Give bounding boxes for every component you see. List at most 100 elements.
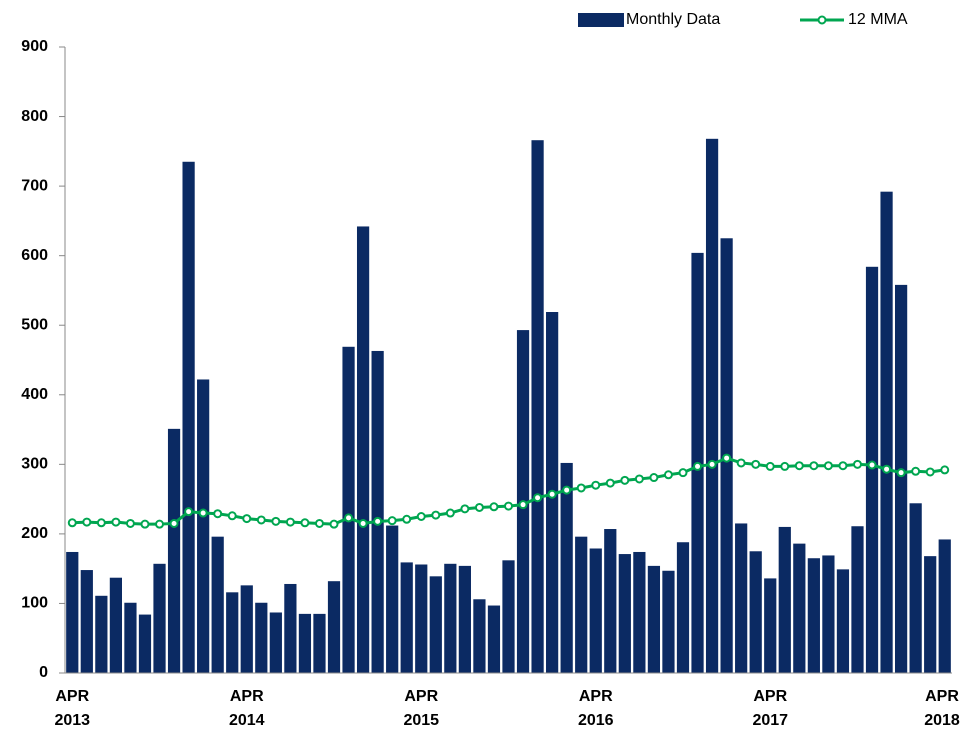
bar (444, 563, 457, 673)
line-marker (329, 519, 339, 529)
bar (342, 346, 355, 673)
bar (836, 569, 850, 673)
line-marker (489, 502, 499, 512)
line-marker (722, 453, 732, 463)
x-tick-label: APR 2018 (924, 688, 960, 729)
line-marker (882, 464, 892, 474)
y-tick-label: 800 (21, 108, 48, 125)
y-tick-label: 500 (21, 316, 48, 333)
bar (487, 605, 501, 673)
y-tick-label: 200 (21, 525, 48, 542)
line-marker (504, 501, 513, 511)
bar (851, 526, 864, 673)
line-marker (780, 461, 790, 471)
y-tick-label: 0 (39, 664, 48, 681)
x-tick-label: APR 2014 (228, 688, 265, 729)
line-marker (576, 483, 586, 493)
bar (647, 565, 661, 673)
bar (429, 576, 442, 673)
line-marker (823, 461, 833, 471)
line-marker (67, 518, 77, 528)
line-marker (169, 518, 179, 528)
bar (269, 612, 282, 673)
line-marker (125, 518, 135, 528)
line-marker (911, 466, 921, 476)
bar (894, 284, 908, 673)
line-marker (765, 461, 775, 471)
bar (822, 555, 835, 673)
line-marker (431, 510, 441, 520)
bar (138, 614, 152, 673)
legend-label: 12 MMA (848, 11, 908, 28)
y-tick-label: 600 (21, 247, 48, 264)
bar (764, 578, 777, 673)
line-marker (940, 465, 950, 475)
line-marker (358, 518, 368, 528)
line-marker (605, 478, 615, 488)
bar (458, 565, 471, 673)
x-tick-label: APR 2015 (403, 688, 440, 729)
line-marker (678, 468, 688, 478)
line-marker (838, 461, 848, 471)
bar (778, 526, 791, 673)
y-tick-label: 400 (21, 386, 48, 403)
bar (400, 562, 413, 673)
line-marker (285, 517, 295, 527)
line-marker (82, 517, 92, 527)
line-marker (794, 461, 804, 471)
line-marker (562, 485, 572, 495)
line-marker (184, 507, 194, 517)
bar (226, 592, 239, 673)
line-marker (256, 515, 266, 525)
bar (80, 570, 93, 673)
bar (633, 551, 646, 673)
line-marker (518, 500, 528, 510)
bar (327, 581, 341, 673)
line-marker (140, 519, 150, 529)
bar (240, 585, 253, 673)
line-marker (300, 518, 310, 528)
line-marker (213, 509, 223, 519)
line-marker (867, 460, 877, 470)
line-marker (852, 459, 862, 469)
line-marker (387, 516, 397, 526)
line-marker (227, 511, 237, 521)
legend-marker (817, 15, 827, 25)
line-marker (416, 512, 426, 521)
line-marker (896, 468, 906, 478)
bar (676, 542, 690, 673)
y-tick-label: 100 (21, 595, 48, 612)
bar (255, 602, 268, 673)
line-marker (271, 516, 281, 526)
bar (618, 554, 631, 673)
line-marker (547, 489, 557, 499)
x-tick-label: APR 2017 (752, 688, 789, 729)
bar (182, 161, 195, 673)
bar (531, 140, 544, 673)
x-tick-label: APR 2013 (54, 688, 91, 729)
line-marker (707, 459, 717, 469)
line-marker (533, 493, 543, 503)
line-marker (155, 519, 165, 529)
bar (560, 462, 573, 673)
bar (749, 551, 762, 673)
line-marker (649, 473, 659, 483)
bar (735, 523, 748, 673)
y-tick-label: 300 (21, 456, 48, 473)
bar (793, 543, 806, 673)
bar (924, 556, 937, 673)
bar (153, 563, 166, 673)
y-tick-label: 900 (21, 38, 48, 55)
legend-swatch (578, 13, 624, 27)
bar (197, 379, 210, 673)
bar (211, 536, 224, 673)
bar (909, 503, 922, 673)
bar (371, 350, 384, 673)
bar (662, 570, 675, 673)
line-marker (620, 475, 630, 485)
bar (109, 577, 123, 673)
bar (865, 266, 879, 673)
line-marker (111, 517, 121, 527)
